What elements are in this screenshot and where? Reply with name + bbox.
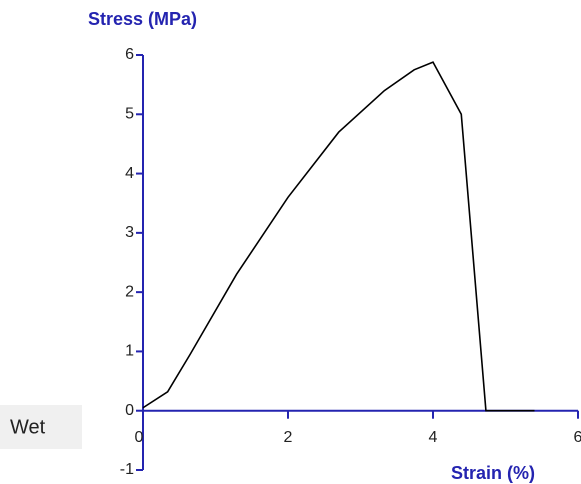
y-tick-label: 6 <box>125 46 134 63</box>
annotation-box <box>0 405 82 449</box>
x-tick-label: 6 <box>574 429 581 446</box>
data-line <box>142 61 535 412</box>
y-tick-label: -1 <box>120 461 134 478</box>
annotation: Wet <box>10 416 46 438</box>
y-tick-label: 5 <box>125 106 134 123</box>
y-axis-label: Stress (MPa) <box>88 9 197 29</box>
y-tick-label: 2 <box>125 283 134 300</box>
y-tick-label: 3 <box>125 224 134 241</box>
x-tick-label: 4 <box>429 429 438 446</box>
y-tick-label: 4 <box>125 165 134 182</box>
y-tick-label: 0 <box>125 402 134 419</box>
x-tick-label: 0 <box>135 429 144 446</box>
x-axis-label: Strain (%) <box>451 463 535 483</box>
y-tick-label: 1 <box>125 343 134 360</box>
x-tick-label: 2 <box>284 429 293 446</box>
